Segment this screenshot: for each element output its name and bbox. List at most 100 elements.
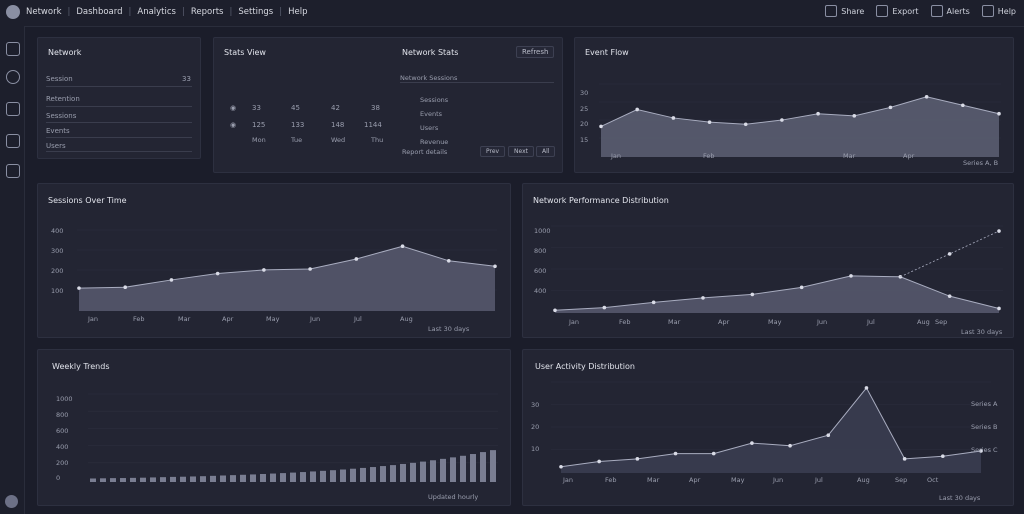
series-line — [560, 386, 982, 468]
nav-item[interactable]: Reports — [190, 7, 224, 17]
calendar-icon[interactable] — [6, 134, 20, 148]
dashboard-icon[interactable] — [6, 42, 20, 56]
panel-title: Network Performance Distribution — [533, 196, 669, 205]
x-tick: Jul — [354, 315, 362, 323]
nav-item[interactable]: Analytics — [137, 7, 176, 17]
x-tick: Oct — [927, 476, 939, 484]
nav-item[interactable]: Settings — [238, 7, 274, 17]
x-tick: Apr — [689, 476, 701, 484]
data-point — [997, 306, 1001, 311]
y-tick: 800 — [534, 247, 547, 255]
list-item[interactable]: Users — [420, 124, 439, 132]
chart-footer: Series A, B — [963, 159, 999, 167]
data-point — [635, 107, 639, 112]
bar — [190, 476, 196, 482]
bar — [360, 467, 366, 482]
data-point — [446, 259, 451, 263]
data-point — [924, 95, 929, 99]
prev-button[interactable]: Prev — [480, 146, 506, 157]
chart-footer: Last 30 days — [961, 328, 1003, 336]
data-point — [961, 103, 965, 108]
share-button[interactable]: Share — [825, 5, 864, 17]
globe-icon[interactable] — [6, 70, 20, 84]
bar — [460, 455, 466, 482]
area-fill — [555, 275, 999, 313]
export-icon — [876, 5, 889, 17]
chart-footer: Updated hourly — [428, 493, 479, 501]
series-line — [554, 275, 1000, 311]
legend-item[interactable]: Series B — [971, 423, 998, 431]
reports-icon[interactable] — [6, 164, 20, 178]
data-point — [707, 120, 712, 124]
weekly-trends-chart — [88, 393, 498, 482]
weekly-trends-panel: Weekly Trends 1000 800 600 400 200 0 Upd… — [37, 349, 511, 506]
data-point — [215, 271, 220, 276]
y-tick: 200 — [56, 459, 69, 467]
bar — [300, 472, 306, 482]
legend-item[interactable]: Series A — [971, 400, 998, 408]
app-logo-icon[interactable] — [6, 5, 20, 19]
x-tick: May — [731, 476, 745, 484]
nav-item[interactable]: Network — [26, 7, 62, 17]
x-tick: Feb — [605, 476, 617, 484]
x-tick: Aug — [857, 476, 870, 484]
export-button[interactable]: Export — [876, 5, 919, 17]
row-label: Retention — [46, 95, 80, 103]
y-tick: 30 — [580, 89, 589, 97]
event-flow-chart — [599, 83, 1001, 157]
bar — [100, 478, 106, 482]
list-item[interactable]: Events — [420, 110, 443, 118]
data-point — [750, 292, 755, 297]
nav-item[interactable]: Dashboard — [76, 7, 123, 17]
x-tick: Jan — [611, 152, 622, 160]
bar — [290, 472, 296, 482]
breadcrumb-nav: Network | Dashboard | Analytics | Reports | … — [26, 7, 308, 17]
y-tick: 10 — [531, 445, 540, 453]
bar — [420, 461, 426, 482]
bar — [380, 466, 386, 482]
list-item[interactable]: Sessions — [420, 96, 449, 104]
chart-footer: Last 30 days — [939, 494, 981, 502]
row-label: Events — [46, 127, 70, 135]
y-tick: 30 — [531, 401, 540, 409]
data-point — [123, 285, 128, 290]
alerts-button[interactable]: Alerts — [930, 5, 970, 17]
x-tick: Mar — [178, 315, 191, 323]
x-tick: Jan — [569, 318, 580, 326]
bar — [450, 457, 456, 482]
next-button[interactable]: Next — [508, 146, 534, 157]
users-icon[interactable] — [6, 102, 20, 116]
data-point — [262, 268, 266, 272]
bar — [400, 463, 406, 482]
data-point — [997, 111, 1001, 116]
all-button[interactable]: All — [536, 146, 556, 157]
y-tick: 0 — [56, 474, 61, 482]
refresh-button[interactable]: Refresh — [516, 46, 555, 58]
bar — [220, 475, 226, 482]
data-point — [169, 278, 174, 282]
list-item[interactable]: Revenue — [420, 138, 449, 146]
y-tick: 100 — [51, 287, 64, 295]
area-fill — [561, 387, 981, 473]
nav-item[interactable]: Help — [288, 7, 308, 17]
performance-chart — [551, 225, 1003, 313]
sidebar — [0, 26, 25, 514]
bar — [430, 460, 436, 482]
bar — [350, 468, 356, 482]
settings-icon[interactable] — [5, 495, 18, 508]
bar — [340, 469, 346, 482]
bar — [130, 477, 136, 482]
stat-value: 42 — [331, 104, 340, 112]
x-tick: May — [266, 315, 280, 323]
x-tick: Jan — [563, 476, 574, 484]
bell-icon — [930, 5, 943, 17]
data-point — [816, 111, 820, 116]
area-fill — [601, 96, 999, 157]
legend-item[interactable]: Series C — [971, 446, 998, 454]
help-button[interactable]: Help — [981, 5, 1016, 17]
x-tick: Feb — [703, 152, 715, 160]
bar — [110, 478, 116, 482]
data-point — [941, 454, 945, 459]
y-tick: 300 — [51, 247, 64, 255]
x-tick: Feb — [133, 315, 145, 323]
